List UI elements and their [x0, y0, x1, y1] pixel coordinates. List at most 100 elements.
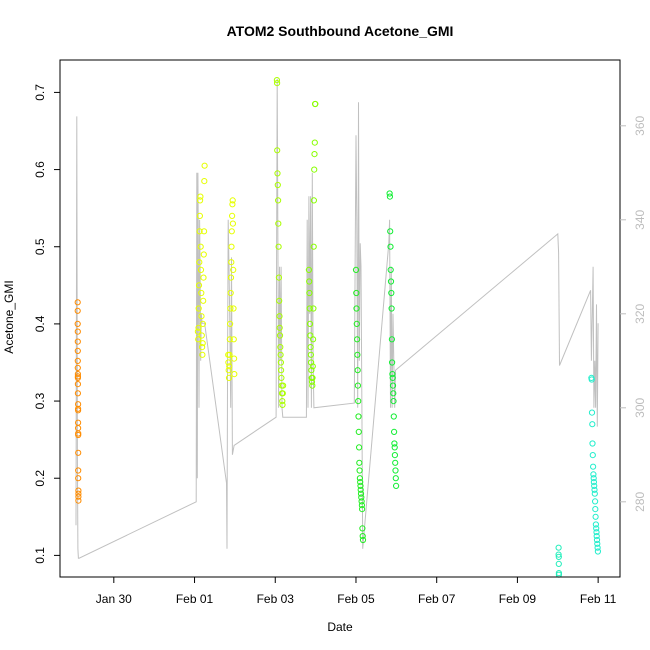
data-point	[75, 401, 82, 408]
data-point	[228, 243, 235, 250]
data-point	[355, 398, 362, 405]
data-point	[356, 444, 363, 451]
data-point	[354, 382, 361, 389]
data-point	[386, 193, 393, 200]
data-point	[591, 490, 598, 497]
data-point	[74, 364, 81, 371]
data-point	[274, 181, 281, 189]
data-point	[231, 371, 238, 378]
data-point	[230, 266, 237, 273]
data-point	[195, 336, 202, 343]
data-point	[226, 351, 233, 358]
data-point	[355, 413, 362, 420]
data-point	[390, 398, 397, 405]
data-point	[74, 357, 81, 364]
data-point	[74, 381, 82, 388]
data-point	[387, 266, 394, 273]
data-point	[593, 525, 600, 532]
data-point	[389, 359, 396, 366]
data-point	[589, 421, 596, 428]
data-point	[588, 376, 595, 383]
data-point	[306, 305, 313, 312]
y2-tick-label: 340	[633, 209, 647, 229]
data-point	[353, 305, 360, 312]
data-point	[229, 197, 236, 204]
data-point	[590, 475, 597, 482]
data-point	[279, 390, 286, 397]
data-point	[276, 332, 284, 339]
data-point	[227, 289, 234, 297]
data-point	[229, 212, 236, 219]
data-point	[275, 274, 282, 281]
data-point	[353, 289, 360, 297]
x-tick-label: Feb 07	[418, 592, 456, 606]
data-point	[194, 328, 201, 335]
data-point	[392, 467, 399, 474]
data-point	[306, 278, 313, 285]
data-point	[388, 336, 395, 343]
data-point	[359, 536, 367, 544]
data-point	[306, 320, 314, 327]
data-point	[388, 305, 395, 312]
data-point	[200, 251, 207, 258]
data-point	[197, 266, 205, 273]
y-tick-label: 0.5	[33, 238, 47, 255]
data-point	[386, 190, 393, 197]
points-layer	[74, 77, 602, 578]
data-point	[309, 374, 316, 381]
data-point	[356, 459, 363, 466]
secondary-line-layer	[75, 78, 599, 559]
data-point	[590, 471, 597, 478]
data-point	[308, 378, 316, 385]
data-point	[199, 344, 206, 351]
data-point	[74, 374, 82, 381]
data-point	[389, 371, 396, 378]
x-tick-label: Feb 03	[257, 592, 295, 606]
data-point	[590, 463, 597, 470]
data-point	[229, 220, 236, 227]
data-point	[280, 382, 287, 389]
data-point	[227, 320, 234, 327]
data-point	[593, 529, 600, 536]
secondary-line	[75, 78, 599, 559]
data-point	[74, 320, 81, 327]
data-point	[225, 359, 232, 366]
data-point	[279, 398, 286, 405]
data-point	[201, 178, 208, 185]
data-point	[196, 212, 203, 219]
y-tick-label: 0.4	[33, 315, 47, 332]
data-point	[393, 482, 400, 489]
y-tick-label: 0.1	[33, 547, 47, 564]
data-point	[359, 533, 366, 540]
data-point	[277, 351, 284, 358]
data-point	[276, 297, 283, 304]
y-tick-label: 0.3	[33, 392, 47, 409]
data-point	[199, 340, 206, 347]
y-tick-label: 0.7	[33, 84, 47, 101]
data-point	[308, 359, 315, 366]
data-point	[352, 266, 360, 273]
data-point	[390, 390, 397, 397]
data-point	[74, 371, 82, 378]
data-point	[230, 336, 237, 343]
data-point	[199, 320, 206, 327]
data-point	[195, 282, 203, 289]
data-point	[75, 475, 82, 482]
data-point	[389, 382, 397, 389]
data-point	[555, 544, 562, 551]
data-point	[359, 506, 366, 513]
data-point	[199, 351, 206, 358]
data-point	[390, 413, 397, 420]
data-point	[75, 467, 82, 474]
data-point	[227, 274, 235, 281]
data-point	[75, 407, 82, 414]
data-point	[228, 259, 235, 266]
data-point	[198, 332, 205, 339]
data-point	[356, 475, 363, 482]
data-point	[201, 162, 208, 169]
data-point	[75, 431, 82, 439]
data-point	[275, 243, 282, 250]
data-point	[75, 497, 82, 504]
y-axis-label: Acetone_GMI	[2, 280, 16, 353]
data-point	[197, 243, 204, 250]
